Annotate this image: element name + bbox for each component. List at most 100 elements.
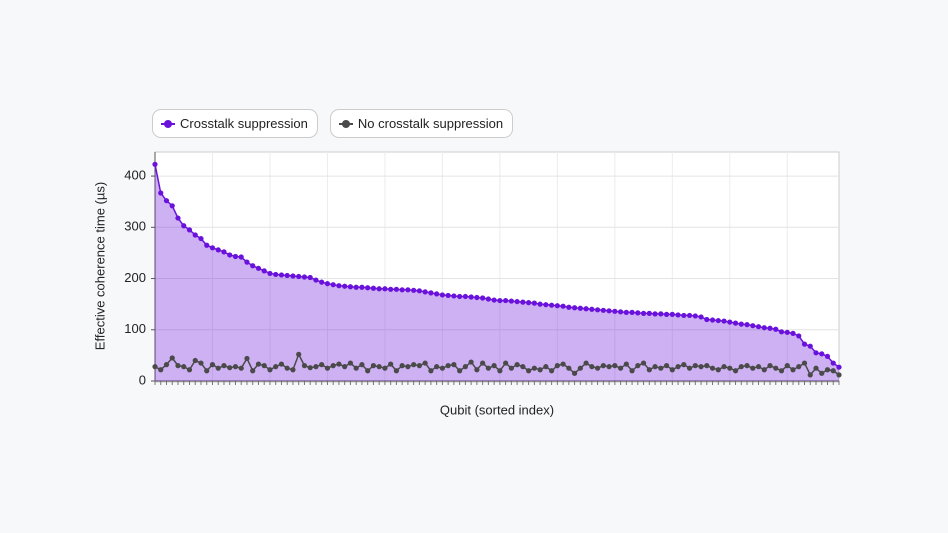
point: [543, 302, 549, 308]
legend-swatch: [338, 119, 353, 129]
point: [209, 362, 216, 368]
point: [704, 363, 710, 369]
point: [836, 364, 842, 370]
legend-item[interactable]: No crosstalk suppression: [329, 109, 514, 138]
point: [353, 284, 359, 290]
point: [232, 364, 239, 370]
point: [215, 365, 221, 371]
point: [388, 361, 394, 367]
point: [755, 324, 762, 330]
point: [767, 325, 773, 331]
point: [382, 365, 388, 371]
point: [497, 297, 503, 304]
point: [273, 271, 279, 278]
point: [606, 308, 612, 314]
point: [491, 297, 497, 303]
point: [198, 360, 204, 366]
point: [474, 294, 480, 301]
point: [520, 364, 526, 370]
point: [278, 272, 285, 278]
plot-area: [154, 151, 840, 383]
point: [284, 365, 290, 371]
point: [278, 361, 285, 367]
point: [462, 364, 468, 370]
point: [192, 357, 198, 364]
point: [732, 368, 739, 374]
point: [273, 364, 279, 370]
point: [721, 364, 727, 370]
point: [635, 310, 641, 316]
point: [704, 316, 710, 323]
point: [652, 311, 658, 317]
point: [388, 286, 394, 292]
point: [594, 307, 601, 313]
point: [261, 268, 267, 274]
point: [560, 361, 566, 367]
point: [738, 364, 744, 370]
point: [675, 364, 681, 370]
point: [307, 365, 313, 371]
point: [330, 282, 336, 288]
point: [669, 367, 675, 373]
point: [307, 274, 313, 281]
y-tick-label: 100: [124, 321, 146, 336]
point: [830, 360, 836, 366]
point: [192, 232, 198, 238]
point: [566, 304, 572, 310]
point: [819, 370, 825, 376]
point: [468, 294, 474, 300]
point: [526, 368, 532, 374]
point: [457, 368, 463, 374]
point: [508, 298, 514, 304]
point: [215, 247, 221, 253]
point: [365, 368, 371, 374]
point: [267, 367, 273, 373]
point: [623, 361, 629, 367]
point: [416, 363, 423, 369]
point: [169, 355, 175, 361]
point: [232, 253, 239, 260]
point: [675, 312, 681, 318]
point: [744, 363, 750, 369]
point: [790, 330, 796, 336]
point: [238, 254, 244, 260]
point: [238, 365, 244, 371]
point: [623, 309, 629, 315]
point: [692, 363, 698, 369]
legend-item[interactable]: Crosstalk suppression: [152, 109, 318, 138]
point: [514, 362, 520, 368]
point: [617, 365, 624, 371]
point: [428, 368, 434, 374]
point: [617, 309, 624, 315]
point: [428, 290, 434, 296]
point: [221, 363, 227, 369]
point: [750, 365, 756, 371]
point: [796, 364, 802, 370]
point: [445, 363, 451, 369]
point: [767, 363, 773, 369]
point: [405, 364, 411, 370]
point: [347, 360, 354, 366]
point: [227, 252, 233, 258]
point: [485, 296, 491, 302]
point: [761, 367, 767, 373]
point: [324, 365, 331, 371]
point: [640, 310, 647, 316]
point: [152, 364, 158, 370]
point: [181, 223, 187, 229]
point: [198, 235, 204, 242]
point: [738, 321, 744, 327]
point: [330, 363, 336, 369]
point: [370, 363, 377, 369]
point: [629, 309, 635, 315]
point: [750, 323, 756, 329]
point: [422, 360, 428, 366]
point: [526, 300, 532, 306]
point: [658, 311, 664, 317]
point: [290, 367, 296, 373]
point: [715, 317, 721, 324]
point: [807, 343, 813, 349]
y-tick-label: 400: [124, 168, 146, 183]
point: [589, 306, 595, 312]
point: [319, 279, 325, 285]
